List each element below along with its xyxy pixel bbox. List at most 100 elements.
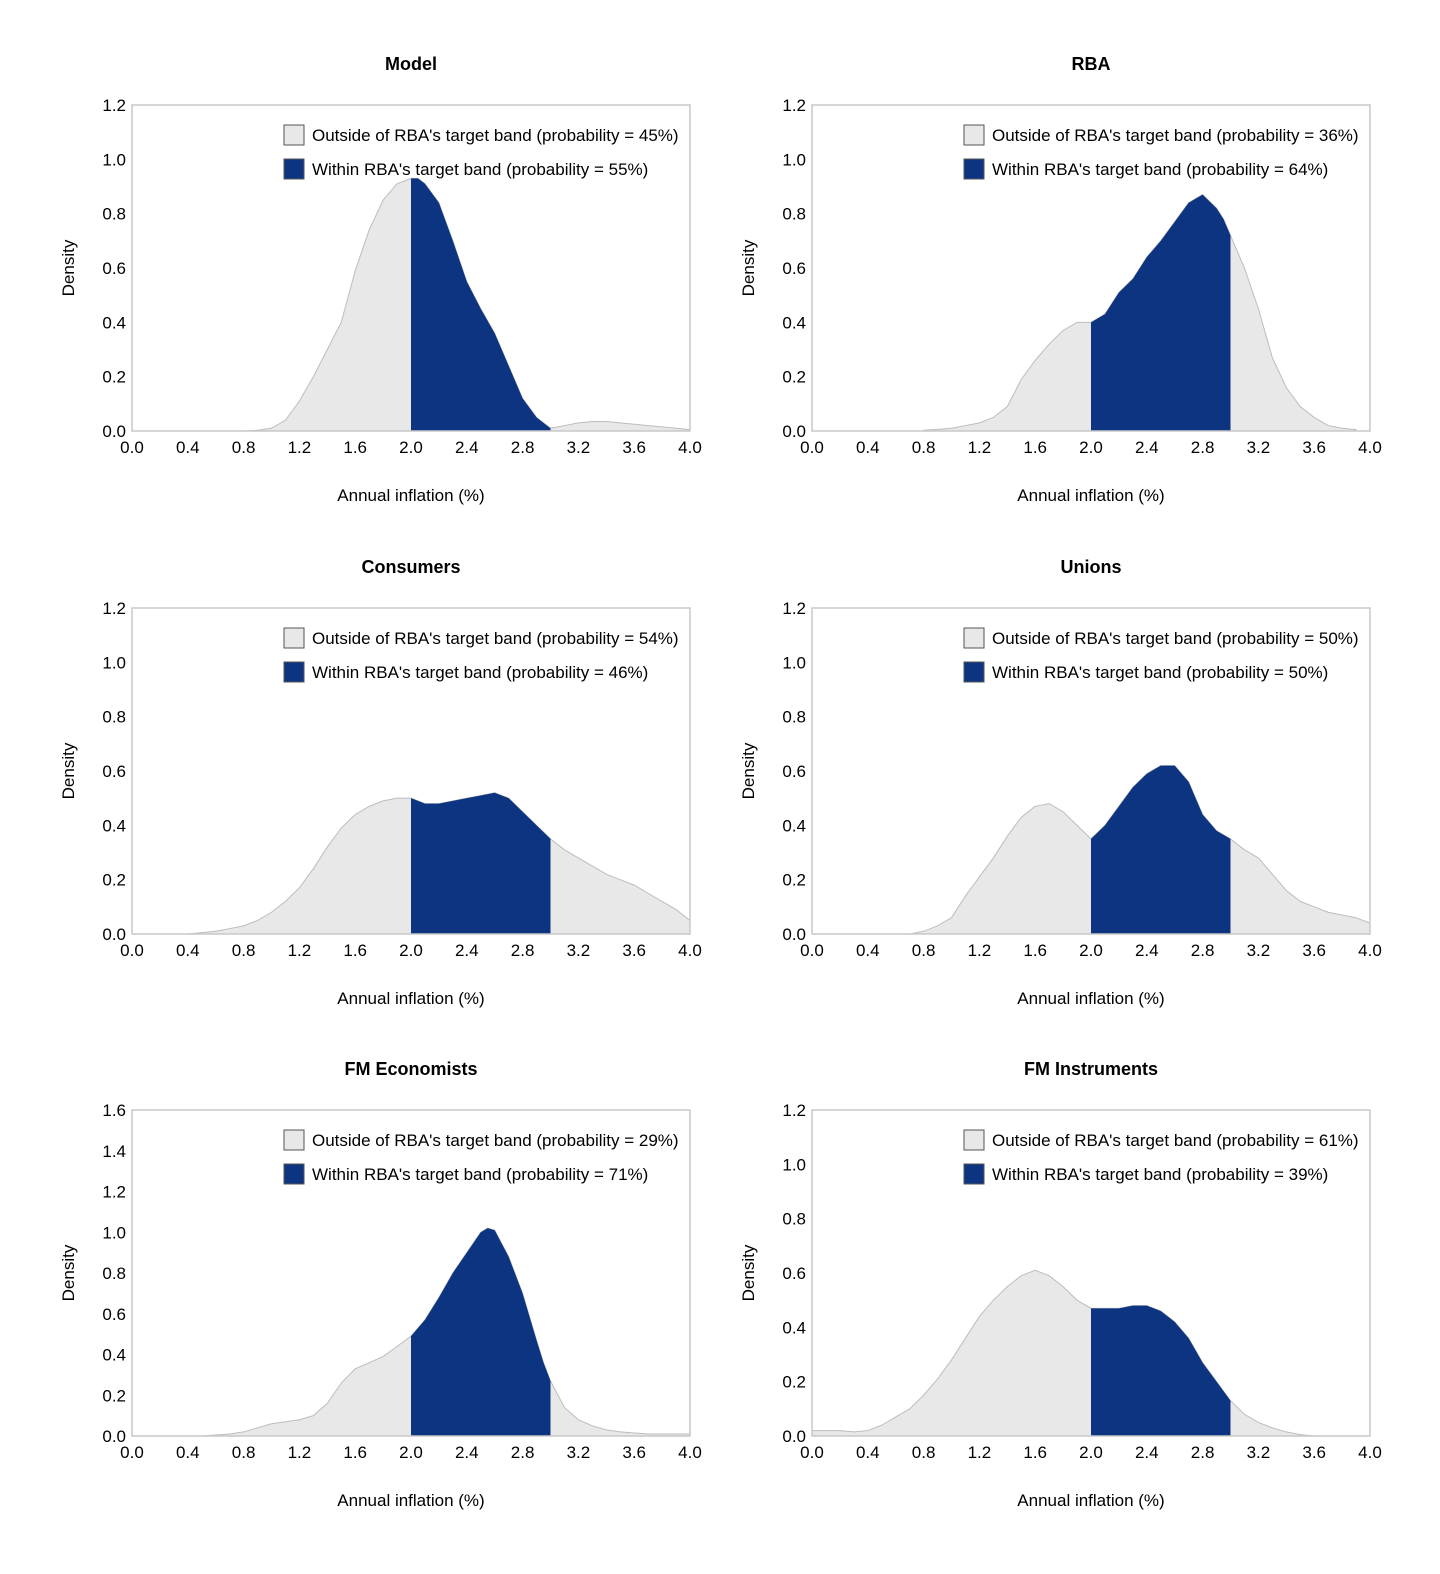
chart-panel: FM Instruments 0.0 0.4 0.8 1.2 1.6 2.0 2.4 2.8 3.…	[739, 1059, 1382, 1510]
x-tick-label: 2.0	[399, 941, 423, 960]
x-tick-label: 2.4	[1135, 941, 1159, 960]
legend-swatch-within	[283, 158, 305, 180]
y-tick-label: 0.4	[782, 816, 806, 835]
chart-panel: RBA 0.0 0.4 0.8 1.2 1.6 2.0 2.4 2.8 3.2 3.6 4.0 0.0 0…	[739, 54, 1382, 505]
legend-label-within: Within RBA's target band (probability = …	[992, 1165, 1328, 1184]
y-tick-label: 0.0	[102, 1427, 126, 1446]
legend-label-within: Within RBA's target band (probability = …	[312, 160, 648, 179]
x-tick-label: 1.2	[968, 941, 992, 960]
y-tick-label: 0.0	[102, 422, 126, 441]
y-axis-label: Density	[59, 742, 78, 799]
x-axis-label: Annual inflation (%)	[337, 989, 484, 1008]
y-tick-label: 0.8	[782, 708, 806, 727]
x-tick-label: 0.8	[912, 941, 936, 960]
chart-title: Unions	[1061, 557, 1122, 577]
x-tick-label: 4.0	[1358, 1443, 1382, 1462]
y-tick-label: 0.2	[102, 1386, 126, 1405]
x-tick-label: 0.4	[176, 438, 200, 457]
legend-swatch-within	[963, 661, 985, 683]
density-within-band-area	[411, 792, 551, 934]
legend-label-outside: Outside of RBA's target band (probabilit…	[992, 629, 1359, 648]
y-tick-label: 1.2	[782, 96, 806, 115]
chart-title: Consumers	[361, 557, 460, 577]
plot-frame	[131, 607, 691, 935]
y-tick-label: 0.4	[102, 1346, 126, 1365]
x-tick-label: 1.6	[343, 438, 367, 457]
x-tick-label: 0.0	[120, 941, 144, 960]
x-axis-label: Annual inflation (%)	[337, 486, 484, 505]
legend-label-within: Within RBA's target band (probability = …	[992, 663, 1328, 682]
y-tick-label: 0.0	[782, 1427, 806, 1446]
legend-swatch-outside	[963, 124, 985, 146]
x-tick-label: 2.8	[1191, 1443, 1215, 1462]
x-tick-label: 2.8	[511, 1443, 535, 1462]
density-within-band-area	[411, 178, 551, 431]
y-tick-label: 1.2	[102, 599, 126, 618]
y-tick-label: 0.6	[102, 1305, 126, 1324]
legend-swatch-outside	[963, 1129, 985, 1151]
y-tick-label: 0.0	[102, 925, 126, 944]
legend-label-within: Within RBA's target band (probability = …	[312, 663, 648, 682]
x-tick-label: 3.6	[622, 1443, 646, 1462]
x-tick-label: 3.6	[622, 438, 646, 457]
chart-title: RBA	[1072, 54, 1111, 74]
x-tick-label: 1.6	[343, 1443, 367, 1462]
x-tick-label: 1.6	[1023, 438, 1047, 457]
x-tick-label: 0.0	[800, 438, 824, 457]
legend: Outside of RBA's target band (probabilit…	[963, 627, 1359, 683]
density-within-band-area	[1091, 1305, 1231, 1436]
y-tick-label: 1.0	[102, 150, 126, 169]
x-tick-label: 0.0	[120, 1443, 144, 1462]
x-tick-label: 0.8	[912, 1443, 936, 1462]
plot-frame	[811, 104, 1371, 432]
x-tick-label: 0.0	[800, 1443, 824, 1462]
y-tick-label: 0.2	[102, 368, 126, 387]
legend-label-within: Within RBA's target band (probability = …	[312, 1165, 648, 1184]
legend-swatch-within	[283, 1163, 305, 1185]
x-tick-label: 3.6	[1302, 941, 1326, 960]
legend-label-outside: Outside of RBA's target band (probabilit…	[312, 1131, 679, 1150]
x-tick-label: 1.6	[343, 941, 367, 960]
y-tick-label: 0.4	[782, 1318, 806, 1337]
x-tick-label: 0.4	[856, 1443, 880, 1462]
x-tick-label: 2.4	[455, 438, 479, 457]
legend-swatch-outside	[283, 1129, 305, 1151]
x-tick-label: 2.0	[399, 1443, 423, 1462]
legend-label-outside: Outside of RBA's target band (probabilit…	[312, 126, 679, 145]
legend: Outside of RBA's target band (probabilit…	[283, 124, 679, 180]
x-tick-label: 4.0	[678, 1443, 702, 1462]
chart-title: FM Economists	[344, 1059, 477, 1079]
x-tick-label: 0.8	[232, 1443, 256, 1462]
legend: Outside of RBA's target band (probabilit…	[283, 1129, 679, 1185]
x-tick-label: 1.2	[288, 941, 312, 960]
y-axis-label: Density	[739, 742, 758, 799]
legend-swatch-within	[283, 661, 305, 683]
x-tick-label: 4.0	[1358, 438, 1382, 457]
x-tick-label: 4.0	[678, 941, 702, 960]
x-tick-label: 0.4	[856, 941, 880, 960]
x-tick-label: 3.2	[567, 1443, 591, 1462]
x-tick-label: 3.2	[1247, 1443, 1271, 1462]
y-tick-label: 1.2	[102, 1183, 126, 1202]
legend-swatch-within	[963, 1163, 985, 1185]
density-within-band-area	[1091, 194, 1231, 431]
plot-frame	[811, 607, 1371, 935]
x-tick-label: 2.4	[455, 941, 479, 960]
x-tick-label: 2.8	[1191, 941, 1215, 960]
x-tick-label: 2.4	[1135, 438, 1159, 457]
y-tick-label: 1.0	[102, 653, 126, 672]
density-within-band-area	[1091, 765, 1231, 934]
y-tick-label: 0.8	[102, 1264, 126, 1283]
x-tick-label: 1.6	[1023, 941, 1047, 960]
x-tick-label: 3.6	[622, 941, 646, 960]
x-tick-label: 2.0	[1079, 1443, 1103, 1462]
x-axis-label: Annual inflation (%)	[337, 1491, 484, 1510]
y-tick-label: 0.8	[102, 205, 126, 224]
y-tick-label: 1.0	[102, 1223, 126, 1242]
y-tick-label: 0.6	[102, 762, 126, 781]
x-tick-label: 1.2	[288, 1443, 312, 1462]
x-tick-label: 1.6	[1023, 1443, 1047, 1462]
y-tick-label: 0.0	[782, 925, 806, 944]
x-tick-label: 3.2	[567, 941, 591, 960]
y-axis-label: Density	[739, 239, 758, 296]
